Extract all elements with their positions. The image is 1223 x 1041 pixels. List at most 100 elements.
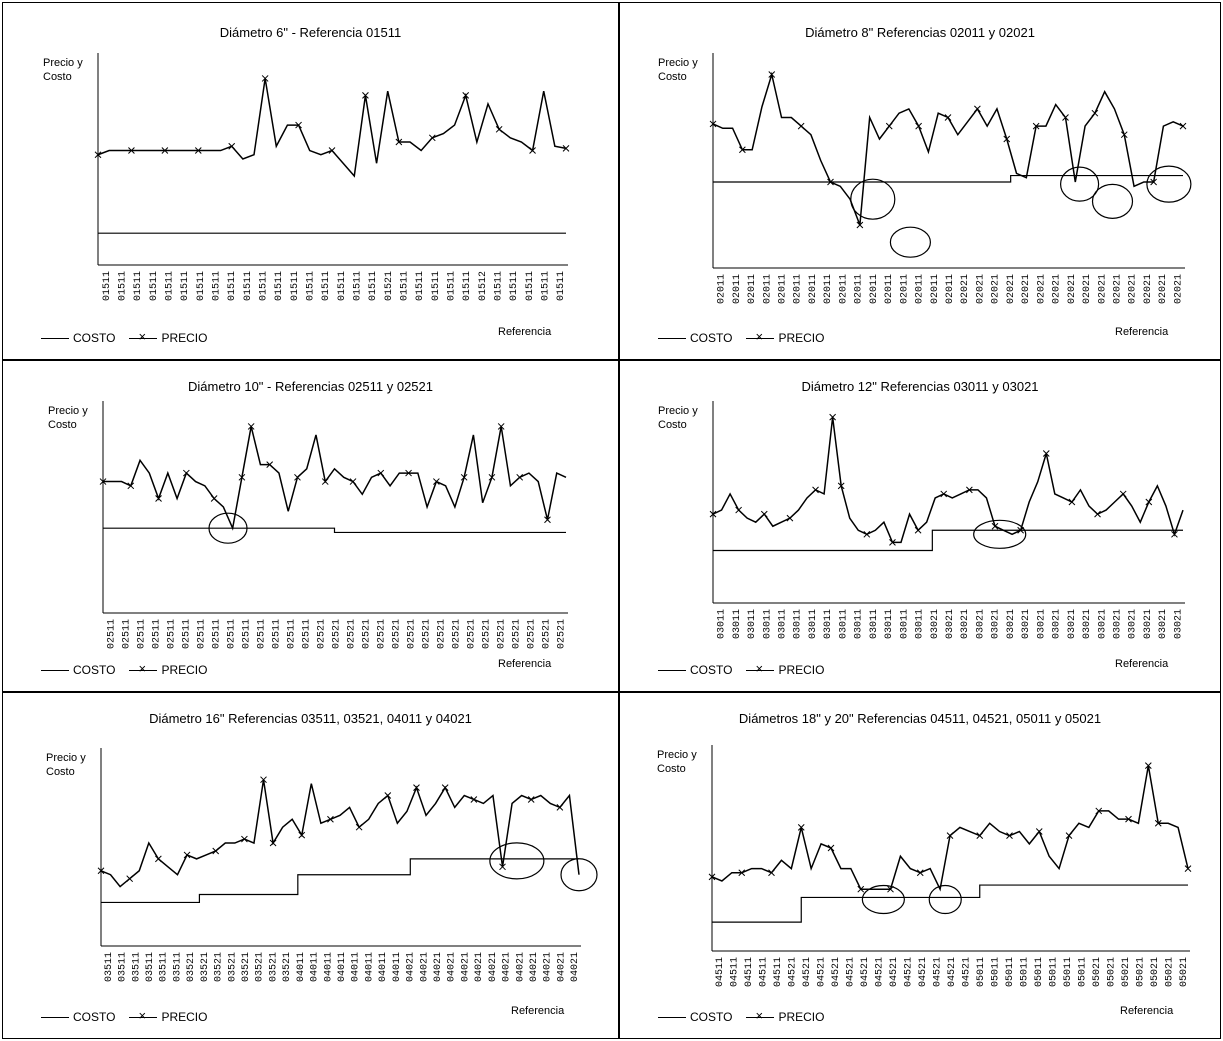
x-tick-label: 04511 xyxy=(744,957,755,987)
x-tick-label: 04011 xyxy=(296,952,307,982)
legend-costo-label: COSTO xyxy=(73,1010,116,1024)
precio-point xyxy=(495,125,503,133)
x-tick-label: 02511 xyxy=(197,619,208,649)
chart-panel-2: Diámetro 8" Referencias 02011 y 02021 Pre… xyxy=(619,2,1221,360)
highlight-circle xyxy=(489,842,545,880)
x-tick-label: 02011 xyxy=(762,274,773,304)
x-tick-label: 01511 xyxy=(180,271,191,301)
precio-point xyxy=(127,482,135,490)
x-tick-label: 02021 xyxy=(1112,274,1123,304)
x-tick-label: 03011 xyxy=(915,609,926,639)
x-tick-label: 04521 xyxy=(817,957,828,987)
x-tick-label: 04021 xyxy=(488,952,499,982)
x-tick-label: 01511 xyxy=(556,271,567,301)
x-tick-label: 04521 xyxy=(860,957,871,987)
x-tick-label: 05011 xyxy=(1005,957,1016,987)
y-axis-label-line2: Costo xyxy=(43,71,72,83)
x-tick-label: 01511 xyxy=(353,271,364,301)
legend: COSTO PRECIO xyxy=(658,661,824,677)
precio-point xyxy=(857,885,865,893)
precio-point xyxy=(155,855,162,863)
precio-point xyxy=(812,486,819,494)
x-tick-label: 03521 xyxy=(255,952,266,982)
precio-point xyxy=(768,869,775,877)
x-tick-label: 02011 xyxy=(915,274,926,304)
precio-point xyxy=(915,122,922,130)
precio-point xyxy=(441,784,449,791)
x-tick-label: 02511 xyxy=(302,619,313,649)
precio-point xyxy=(1125,815,1132,823)
precio-point xyxy=(1171,530,1178,538)
x-tick-label: 01511 xyxy=(118,271,129,301)
x-tick-label: 02011 xyxy=(930,274,941,304)
precio-point xyxy=(212,847,220,855)
precio-point xyxy=(1065,832,1073,839)
precio-point xyxy=(1179,122,1187,130)
x-tick-label: 03521 xyxy=(241,952,252,982)
y-axis-label-line1: Precio y xyxy=(43,57,83,69)
x-tick-label: 03021 xyxy=(1158,609,1169,639)
x-tick-label: 02521 xyxy=(392,619,403,649)
x-tick-label: 02511 xyxy=(167,619,178,649)
highlight-circle xyxy=(973,519,1027,549)
x-tick-label: 01511 xyxy=(212,271,223,301)
x-tick-label: 02521 xyxy=(512,619,523,649)
x-tick-label: 04021 xyxy=(543,952,554,982)
y-axis-label: Precio y Costo xyxy=(657,748,717,776)
x-tick-label: 02011 xyxy=(945,274,956,304)
x-tick-label: 04021 xyxy=(474,952,485,982)
x-tick-label: 04011 xyxy=(392,952,403,982)
chart-panel-5: Diámetro 16" Referencias 03511, 03521, 0… xyxy=(2,692,619,1039)
x-tick-label: 02011 xyxy=(869,274,880,304)
x-tick-label: 01511 xyxy=(494,271,505,301)
x-tick-label: 02021 xyxy=(1021,274,1032,304)
x-tick-label: 01511 xyxy=(462,271,473,301)
precio-point xyxy=(1094,510,1101,518)
x-tick-label: 02021 xyxy=(975,274,986,304)
precio-point xyxy=(739,146,746,154)
x-tick-label: 04021 xyxy=(433,952,444,982)
chart-title: Diámetro 12" Referencias 03011 y 03021 xyxy=(801,379,1039,394)
x-tick-label: 03021 xyxy=(1097,609,1108,639)
precio-point xyxy=(228,142,236,150)
highlight-circle xyxy=(889,226,931,258)
x-tick-label: 02521 xyxy=(362,619,373,649)
x-tick-label: 02021 xyxy=(991,274,1002,304)
series-costo-line xyxy=(103,527,566,534)
x-tick-label: 02011 xyxy=(854,274,865,304)
precio-point xyxy=(738,869,746,877)
precio-point xyxy=(1035,828,1043,835)
x-tick-label: 02521 xyxy=(377,619,388,649)
precio-point xyxy=(1095,807,1103,815)
x-tick-label: 02521 xyxy=(437,619,448,649)
precio-point xyxy=(210,495,218,502)
legend-costo-label: COSTO xyxy=(73,331,116,345)
x-tick-label: 02521 xyxy=(467,619,478,649)
x-tick-label: 03011 xyxy=(732,609,743,639)
precio-point xyxy=(946,832,954,839)
x-tick-label: 03511 xyxy=(145,952,156,982)
precio-point xyxy=(128,147,135,154)
precio-point xyxy=(856,221,864,229)
highlight-circle xyxy=(928,884,962,915)
chart-title: Diámetros 18" y 20" Referencias 04511, 0… xyxy=(738,711,1102,726)
x-tick-label: 03011 xyxy=(899,609,910,639)
precio-point xyxy=(355,823,363,831)
x-tick-label: 01511 xyxy=(321,271,332,301)
x-tick-label: 03521 xyxy=(186,952,197,982)
x-tick-label: 02511 xyxy=(152,619,163,649)
x-tick-label: 04021 xyxy=(447,952,458,982)
precio-point xyxy=(97,867,105,875)
legend-precio-swatch xyxy=(129,1008,158,1023)
x-tick-label: 02511 xyxy=(122,619,133,649)
x-tick-label: 02511 xyxy=(107,619,118,649)
precio-point xyxy=(735,506,742,514)
x-tick-label: 01511 xyxy=(102,271,113,301)
precio-point xyxy=(261,75,269,82)
precio-point xyxy=(827,178,834,186)
x-tick-label: 02521 xyxy=(497,619,508,649)
x-tick-label: 02521 xyxy=(332,619,343,649)
x-tick-label: 01512 xyxy=(478,271,489,301)
precio-point xyxy=(497,423,505,430)
x-tick-label: 04021 xyxy=(460,952,471,982)
